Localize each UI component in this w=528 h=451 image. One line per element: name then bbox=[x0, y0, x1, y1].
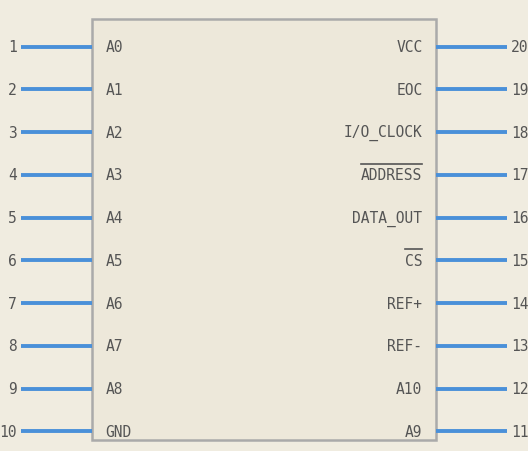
Text: A5: A5 bbox=[106, 253, 123, 268]
Text: 13: 13 bbox=[511, 339, 528, 354]
Text: 10: 10 bbox=[0, 424, 17, 439]
Text: A8: A8 bbox=[106, 381, 123, 396]
Text: 12: 12 bbox=[511, 381, 528, 396]
Text: 8: 8 bbox=[8, 339, 17, 354]
Text: A0: A0 bbox=[106, 40, 123, 55]
Text: ADDRESS: ADDRESS bbox=[361, 168, 422, 183]
Text: DATA_OUT: DATA_OUT bbox=[352, 210, 422, 226]
Bar bbox=[92, 20, 436, 440]
Text: 4: 4 bbox=[8, 168, 17, 183]
Text: REF-: REF- bbox=[388, 339, 422, 354]
Text: 3: 3 bbox=[8, 125, 17, 140]
Text: 20: 20 bbox=[511, 40, 528, 55]
Text: A10: A10 bbox=[396, 381, 422, 396]
Text: A7: A7 bbox=[106, 339, 123, 354]
Text: I/O_CLOCK: I/O_CLOCK bbox=[344, 125, 422, 141]
Text: 1: 1 bbox=[8, 40, 17, 55]
Text: 5: 5 bbox=[8, 211, 17, 226]
Text: EOC: EOC bbox=[396, 83, 422, 98]
Text: 9: 9 bbox=[8, 381, 17, 396]
Text: A4: A4 bbox=[106, 211, 123, 226]
Text: 14: 14 bbox=[511, 296, 528, 311]
Text: CS: CS bbox=[405, 253, 422, 268]
Text: 2: 2 bbox=[8, 83, 17, 98]
Text: A6: A6 bbox=[106, 296, 123, 311]
Text: A9: A9 bbox=[405, 424, 422, 439]
Text: A1: A1 bbox=[106, 83, 123, 98]
Text: GND: GND bbox=[106, 424, 132, 439]
Text: 15: 15 bbox=[511, 253, 528, 268]
Text: 16: 16 bbox=[511, 211, 528, 226]
Text: REF+: REF+ bbox=[388, 296, 422, 311]
Text: VCC: VCC bbox=[396, 40, 422, 55]
Text: 19: 19 bbox=[511, 83, 528, 98]
Text: 11: 11 bbox=[511, 424, 528, 439]
Text: 17: 17 bbox=[511, 168, 528, 183]
Text: A3: A3 bbox=[106, 168, 123, 183]
Text: 18: 18 bbox=[511, 125, 528, 140]
Text: 7: 7 bbox=[8, 296, 17, 311]
Text: 6: 6 bbox=[8, 253, 17, 268]
Text: A2: A2 bbox=[106, 125, 123, 140]
